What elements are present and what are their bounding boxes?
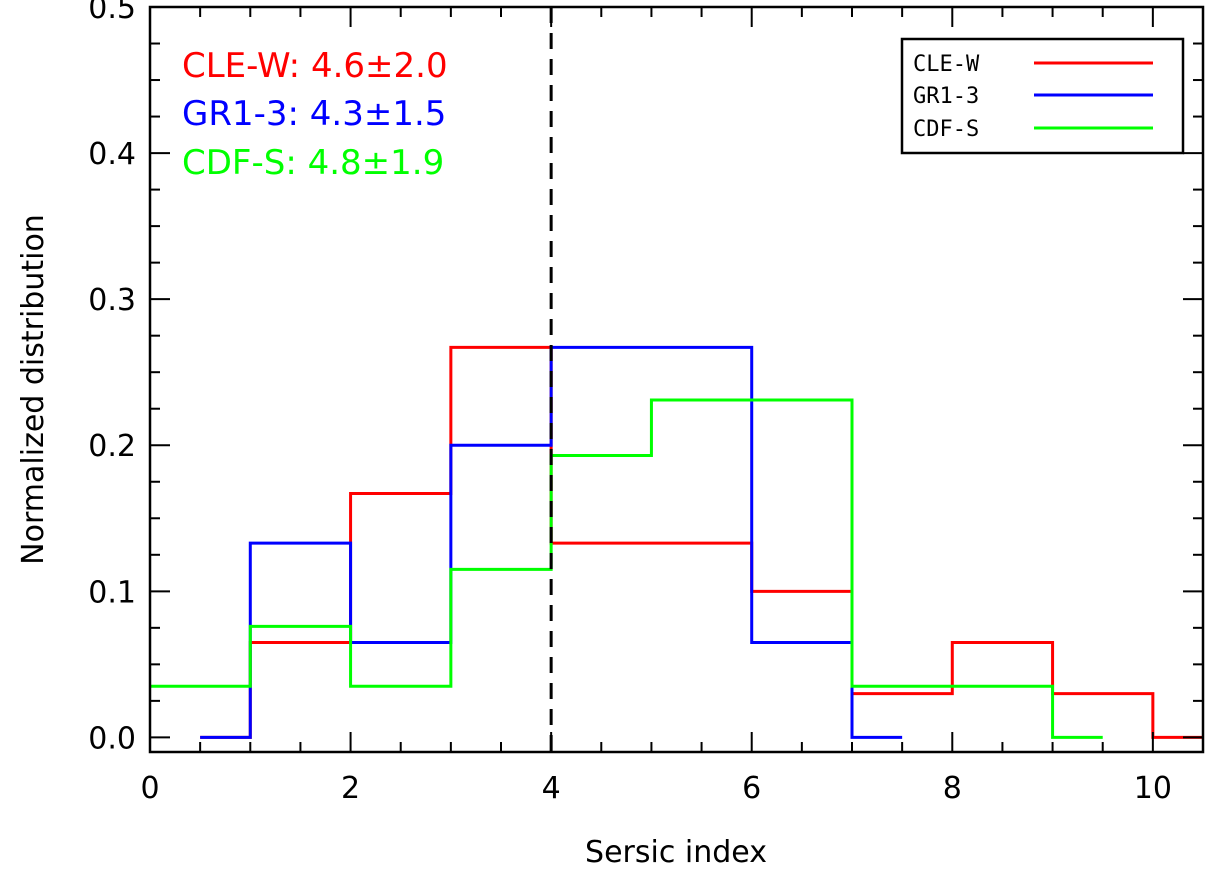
stat-label-gr1-3: GR1-3: 4.3±1.5 — [182, 94, 446, 134]
stat-label-cle-w: CLE-W: 4.6±2.0 — [182, 46, 448, 86]
y-axis-title: Normalized distribution — [16, 214, 51, 565]
stat-label-cdf-s: CDF-S: 4.8±1.9 — [182, 143, 444, 183]
stats-layer: CLE-W: 4.6±2.0 GR1-3: 4.3±1.5 CDF-S: 4.8±1… — [182, 46, 448, 183]
x-tick-label: 8 — [943, 771, 962, 806]
x-tick-label: 2 — [341, 771, 360, 806]
y-tick-label: 0.5 — [88, 0, 136, 26]
x-tick-label: 10 — [1134, 771, 1172, 806]
y-tick-label: 0.1 — [88, 575, 136, 610]
legend-label-cle-w: CLE-W — [913, 52, 980, 77]
x-axis-title: Sersic index — [585, 835, 767, 870]
series-line-gr1-3 — [200, 345, 903, 739]
y-tick-label: 0.4 — [88, 137, 136, 172]
axes-layer: 0 2 4 6 8 10 0.0 0.1 0.2 0.3 0.4 0.5 Sersic index Nor… — [16, 0, 1205, 870]
series-layer — [150, 345, 1203, 739]
x-tick-label: 4 — [542, 771, 561, 806]
legend-label-cdf-s: CDF-S — [913, 117, 979, 142]
x-tick-label: 6 — [742, 771, 761, 806]
legend-label-gr1-3: GR1-3 — [913, 84, 979, 109]
y-tick-label: 0.2 — [88, 429, 136, 464]
x-tick-label: 0 — [140, 771, 159, 806]
y-tick-label: 0.3 — [88, 283, 136, 318]
legend: CLE-W GR1-3 CDF-S — [900, 37, 1185, 155]
series-line-cdf-s — [150, 398, 1103, 739]
plot-frame — [148, 5, 1205, 754]
y-tick-label: 0.0 — [88, 721, 136, 756]
